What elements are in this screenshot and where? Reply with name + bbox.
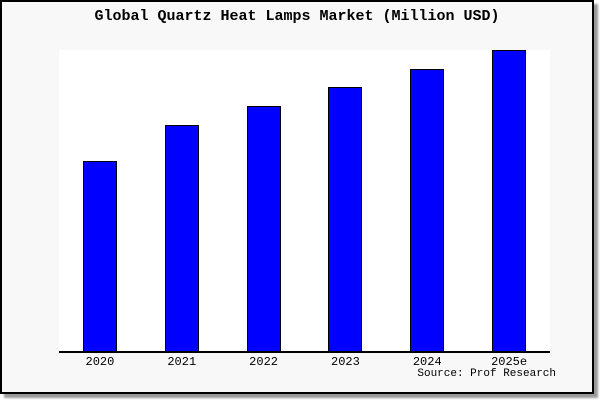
bar-2025e	[492, 50, 527, 351]
x-axis-labels: 2020 2021 2022 2023 2024 2025e	[59, 355, 550, 371]
plot-area	[59, 50, 550, 353]
source-credit: Source: Prof Research	[417, 368, 556, 380]
x-axis-label: 2022	[249, 355, 278, 369]
x-axis-label: 2023	[331, 355, 360, 369]
bar-2022	[246, 106, 281, 351]
bar-2020	[82, 161, 117, 351]
chart-frame: Global Quartz Heat Lamps Market (Million…	[0, 0, 594, 394]
x-axis-label: 2020	[85, 355, 115, 369]
x-axis-label: 2021	[167, 355, 197, 369]
bar-2024	[410, 68, 445, 351]
bar-2023	[328, 87, 363, 351]
x-axis-label: 2025e	[491, 355, 528, 369]
x-axis-label: 2024	[412, 355, 442, 369]
chart-title: Global Quartz Heat Lamps Market (Million…	[94, 8, 500, 25]
bar-2021	[164, 124, 199, 351]
